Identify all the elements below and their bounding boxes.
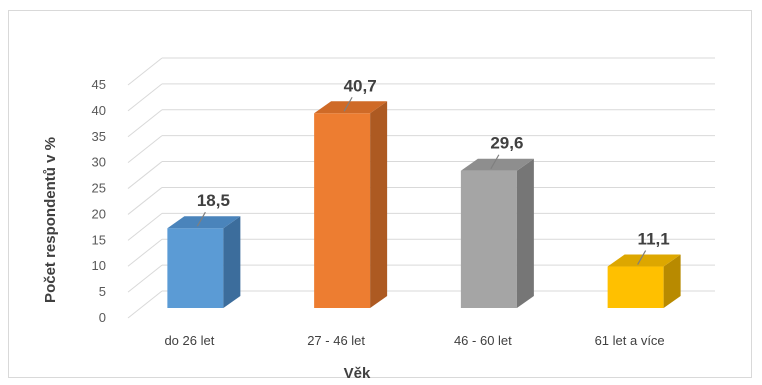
gridline-diagonal: [127, 161, 163, 189]
x-axis-categories: do 26 let 27 - 46 let 46 - 60 let 61 let a …: [164, 333, 664, 348]
data-label-leader: [343, 96, 353, 112]
y-tick-label: 30: [92, 155, 106, 170]
gridlines: [127, 57, 715, 319]
y-tick-label: 5: [99, 284, 106, 299]
gridline-diagonal: [127, 238, 163, 267]
bar-top: [607, 254, 681, 267]
x-category-label: 27 - 46 let: [307, 333, 365, 348]
bar-side: [663, 254, 681, 308]
bar-side: [223, 216, 241, 308]
x-category-label: 46 - 60 let: [454, 333, 512, 348]
data-label-leader: [196, 211, 206, 227]
x-category-label: do 26 let: [164, 333, 214, 348]
bar-1: [167, 216, 241, 308]
x-axis-title: Věk: [344, 365, 371, 382]
gridline-diagonal: [127, 187, 163, 215]
bar-front: [460, 170, 517, 308]
y-tick-label: 25: [92, 181, 106, 196]
data-label: 29,6: [490, 134, 523, 153]
bar-3: [460, 158, 534, 308]
bar-top: [314, 101, 388, 114]
gridline-diagonal: [127, 264, 163, 293]
gridline-diagonal: [127, 212, 163, 241]
bar-front: [167, 228, 224, 308]
gridline-diagonal: [127, 83, 163, 112]
bar-4: [607, 254, 681, 308]
bars: [167, 101, 681, 309]
gridline-diagonal: [127, 57, 163, 86]
bar-top: [460, 158, 534, 171]
y-axis-ticks: 0 5 10 15 20 25 30 35 40 45: [92, 77, 106, 325]
x-category-label: 61 let a více: [595, 333, 665, 348]
data-label: 18,5: [197, 191, 230, 210]
y-tick-label: 45: [92, 77, 106, 92]
data-labels: 18,5 40,7 29,6 11,1: [197, 76, 670, 248]
y-tick-label: 20: [92, 206, 106, 221]
y-tick-label: 15: [92, 232, 106, 247]
gridline-diagonal: [127, 290, 163, 319]
gridline-diagonal: [127, 135, 163, 164]
y-axis-title: Počet respondentů v %: [42, 137, 59, 303]
bar-side: [516, 158, 534, 308]
data-label: 40,7: [344, 76, 377, 95]
bar-side: [370, 101, 388, 309]
y-tick-label: 0: [99, 310, 106, 325]
data-label-leaders: [196, 96, 647, 265]
y-tick-label: 40: [92, 103, 106, 118]
data-label-leader: [637, 250, 647, 265]
y-tick-label: 35: [92, 129, 106, 144]
bar-front: [314, 113, 371, 309]
bar-2: [314, 101, 388, 309]
bar-top: [167, 216, 241, 229]
data-label-leader: [490, 154, 500, 170]
bar-front: [607, 266, 664, 308]
data-label: 11,1: [638, 230, 670, 249]
gridline-diagonal: [127, 109, 163, 138]
y-tick-label: 10: [92, 258, 106, 273]
